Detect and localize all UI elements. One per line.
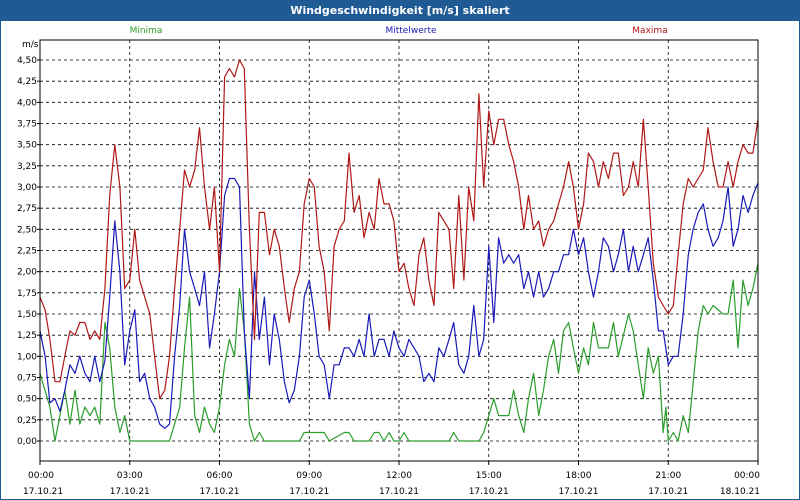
- x-tick-date-label: 17.10.21: [379, 487, 419, 497]
- y-tick-label: 1,50: [17, 310, 37, 320]
- x-tick-time-label: 06:00: [207, 471, 233, 481]
- x-tick-time-label: 15:00: [476, 471, 502, 481]
- y-tick-label: 0,75: [17, 374, 37, 384]
- x-tick-date-label: 18.10.21: [720, 487, 760, 497]
- y-tick-label: 3,75: [17, 120, 37, 130]
- y-tick-label: 2,50: [17, 225, 37, 235]
- y-tick-label: 4,25: [17, 77, 37, 87]
- series-line-minima: [39, 263, 759, 442]
- series-line-maxima: [39, 59, 759, 400]
- legend-item-maxima: Maxima: [632, 26, 667, 36]
- y-tick-label: 1,25: [17, 331, 37, 341]
- y-tick-label: 3,50: [17, 141, 37, 151]
- x-tick-date-label: 17.10.21: [558, 487, 598, 497]
- y-tick-label: 0,25: [17, 416, 37, 426]
- y-tick-label: 3,25: [17, 162, 37, 172]
- x-tick-time-label: 00:00: [734, 471, 760, 481]
- x-tick-date-label: 17.10.21: [289, 487, 329, 497]
- x-tick-time-label: 09:00: [296, 471, 322, 481]
- x-tick-date-label: 17.10.21: [23, 487, 63, 497]
- x-tick-time-label: 03:00: [117, 471, 143, 481]
- x-tick-time-label: 21:00: [655, 471, 681, 481]
- x-tick-date-label: 17.10.21: [199, 487, 239, 497]
- y-tick-label: 0,50: [17, 395, 37, 405]
- y-tick-label: 2,00: [17, 268, 37, 278]
- y-tick-label: 2,25: [17, 247, 37, 257]
- y-axis-label: m/s: [22, 40, 39, 50]
- x-tick-date-label: 17.10.21: [469, 487, 509, 497]
- legend-item-minima: Minima: [130, 26, 163, 36]
- y-tick-label: 1,00: [17, 352, 37, 362]
- legend-item-mittelwerte: Mittelwerte: [385, 26, 436, 36]
- series-line-mittelwerte: [39, 177, 759, 429]
- x-tick-date-label: 17.10.21: [110, 487, 150, 497]
- x-tick-time-label: 18:00: [566, 471, 592, 481]
- y-tick-label: 2,75: [17, 204, 37, 214]
- y-tick-label: 0,00: [17, 437, 37, 447]
- y-tick-label: 1,75: [17, 289, 37, 299]
- plot-area: [39, 39, 759, 462]
- y-tick-label: 3,00: [17, 183, 37, 193]
- y-tick-label: 4,50: [17, 56, 37, 66]
- x-tick-date-label: 17.10.21: [648, 487, 688, 497]
- chart-title: Windgeschwindigkeit [m/s] skaliert: [1, 1, 799, 21]
- x-tick-time-label: 12:00: [386, 471, 412, 481]
- y-tick-label: 4,00: [17, 98, 37, 108]
- x-tick-time-label: 00:00: [28, 471, 54, 481]
